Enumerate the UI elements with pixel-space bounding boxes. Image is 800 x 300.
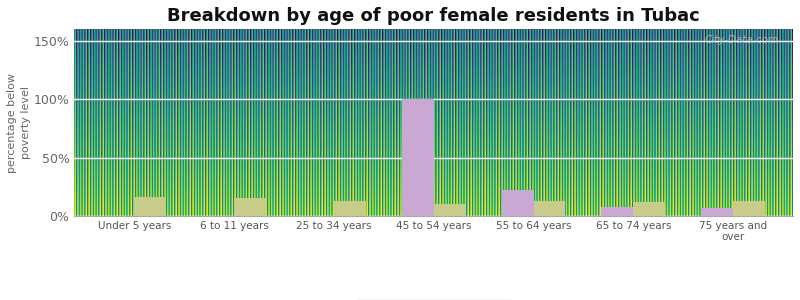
Bar [402,99,434,216]
Bar [602,207,634,216]
Bar [234,199,266,216]
Bar [502,190,534,216]
Bar [733,201,765,216]
Bar [134,197,166,216]
Title: Breakdown by age of poor female residents in Tubac: Breakdown by age of poor female resident… [167,7,700,25]
Bar [434,204,466,216]
Y-axis label: percentage below
poverty level: percentage below poverty level [7,73,31,172]
Bar [334,201,366,216]
Bar [534,201,566,216]
Bar [634,202,666,216]
Bar [702,208,733,216]
Text: City-Data.com: City-Data.com [705,35,778,45]
